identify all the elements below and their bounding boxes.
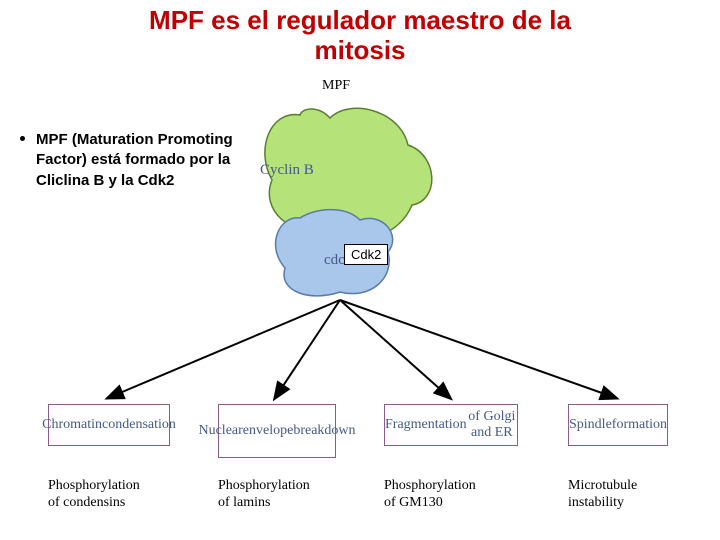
cyclin-b-label: Cyclin B [260,162,314,179]
arrow-0 [108,300,340,398]
cdk2-overlay-box: Cdk2 [344,244,388,265]
diagram-svg [0,0,720,540]
mechanism-2: Phosphorylationof GM130 [384,478,476,512]
target-box-3: Spindleformation [568,404,668,446]
bullet-text: MPF (Maturation Promoting Factor) está f… [36,131,233,189]
arrows-group [108,300,616,398]
target-box-1: Nuclearenvelopebreakdown [218,404,336,458]
bullet-dot-icon [20,136,25,141]
title-line1: MPF es el regulador maestro de la [149,5,571,35]
mechanism-0: Phosphorylationof condensins [48,478,140,512]
mechanism-3: Microtubuleinstability [568,478,637,512]
mechanism-1: Phosphorylationof lamins [218,478,310,512]
title-line2: mitosis [314,35,405,65]
mpf-small-label: MPF [322,78,350,94]
bullet-text-block: MPF (Maturation Promoting Factor) está f… [36,130,246,191]
arrow-3 [340,300,616,398]
target-box-0: Chromatincondensation [48,404,170,446]
arrow-1 [275,300,340,398]
target-box-2: Fragmentationof Golgi and ER [384,404,518,446]
arrow-2 [340,300,450,398]
slide-title: MPF es el regulador maestro de la mitosi… [0,0,720,66]
